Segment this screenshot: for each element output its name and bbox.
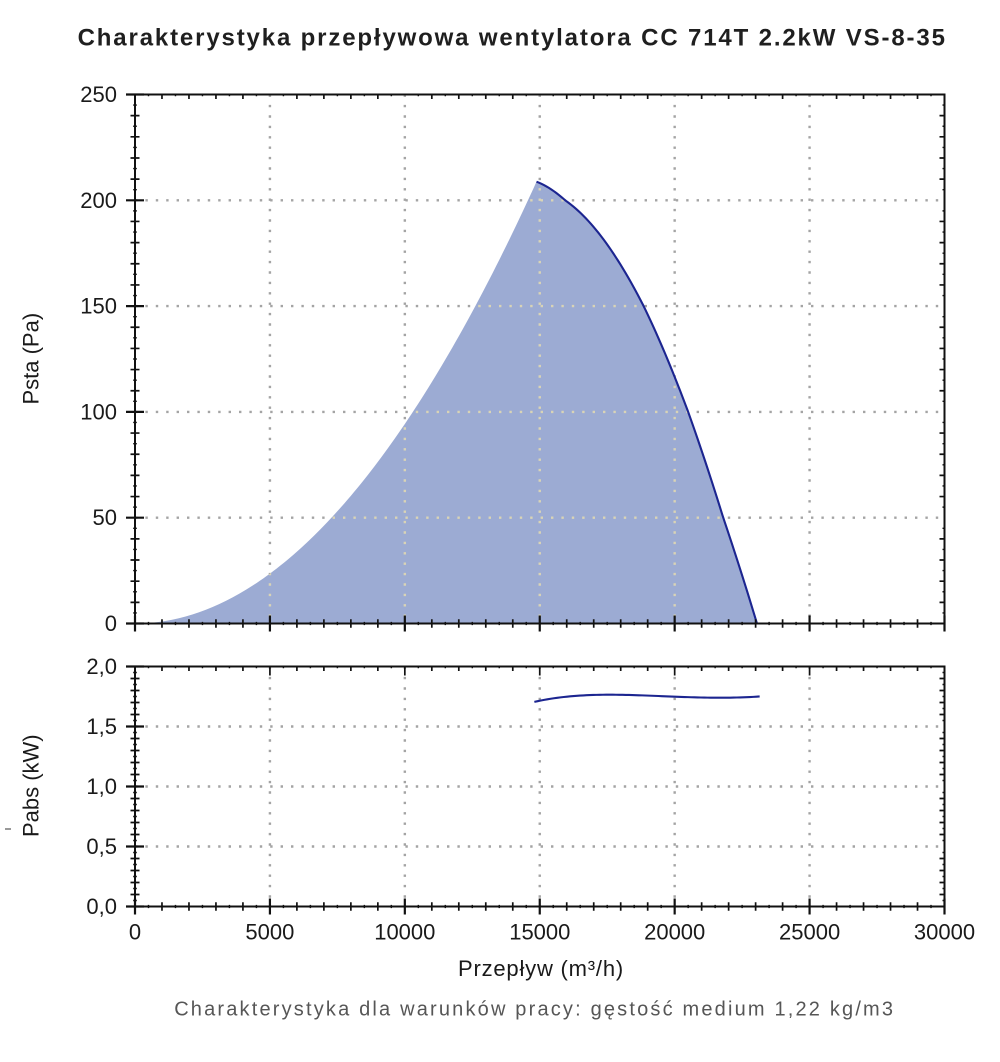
svg-text:5000: 5000 — [245, 920, 294, 945]
svg-text:Przepływ (m³/h): Przepływ (m³/h) — [458, 956, 624, 981]
svg-text:15000: 15000 — [509, 920, 570, 945]
svg-text:1,0: 1,0 — [86, 774, 117, 799]
svg-text:1,5: 1,5 — [86, 714, 117, 739]
svg-text:25000: 25000 — [779, 920, 840, 945]
svg-text:0: 0 — [129, 920, 141, 945]
svg-text:30000: 30000 — [914, 920, 975, 945]
svg-text:150: 150 — [80, 294, 117, 319]
svg-text:10000: 10000 — [374, 920, 435, 945]
svg-text:50: 50 — [93, 505, 117, 530]
svg-text:Pabs (kW): Pabs (kW) — [19, 734, 44, 837]
svg-text:Psta (Pa): Psta (Pa) — [19, 313, 44, 405]
svg-text:0,0: 0,0 — [86, 894, 117, 919]
svg-text:200: 200 — [80, 188, 117, 213]
svg-text:2,0: 2,0 — [86, 654, 117, 679]
svg-text:250: 250 — [80, 82, 117, 107]
svg-text:20000: 20000 — [644, 920, 705, 945]
svg-text:Charakterystyka dla warunków p: Charakterystyka dla warunków pracy: gęst… — [174, 999, 895, 1021]
svg-text:100: 100 — [80, 399, 117, 424]
svg-text:0,5: 0,5 — [86, 834, 117, 859]
svg-text:Charakterystyka przepływowa we: Charakterystyka przepływowa wentylatora … — [78, 25, 947, 52]
svg-text:0: 0 — [105, 611, 117, 636]
